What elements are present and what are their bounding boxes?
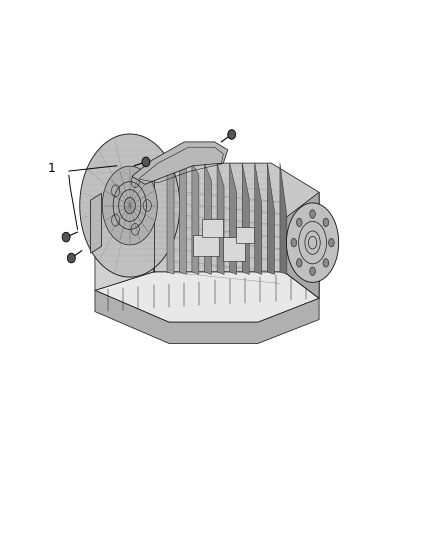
Polygon shape (132, 142, 228, 184)
FancyBboxPatch shape (223, 237, 245, 261)
Polygon shape (286, 203, 339, 282)
Polygon shape (217, 163, 224, 274)
Circle shape (228, 130, 236, 139)
Polygon shape (284, 192, 319, 298)
FancyBboxPatch shape (193, 235, 219, 256)
Polygon shape (91, 193, 102, 253)
Ellipse shape (310, 267, 315, 276)
Ellipse shape (297, 259, 302, 267)
Polygon shape (179, 163, 186, 274)
Polygon shape (280, 163, 287, 274)
Text: 1: 1 (47, 162, 55, 175)
FancyBboxPatch shape (201, 219, 223, 237)
Polygon shape (95, 176, 154, 290)
Polygon shape (95, 163, 319, 298)
Polygon shape (192, 163, 199, 274)
Circle shape (142, 157, 150, 167)
Polygon shape (230, 163, 237, 274)
Circle shape (67, 253, 75, 263)
Polygon shape (242, 163, 249, 274)
Polygon shape (95, 290, 319, 343)
Ellipse shape (291, 238, 297, 247)
Polygon shape (95, 272, 319, 322)
Ellipse shape (323, 259, 328, 267)
Circle shape (62, 232, 70, 242)
Polygon shape (102, 166, 157, 245)
Polygon shape (267, 163, 274, 274)
Ellipse shape (310, 210, 315, 218)
Polygon shape (255, 163, 262, 274)
Polygon shape (205, 163, 212, 274)
Ellipse shape (297, 218, 302, 227)
Polygon shape (80, 134, 180, 277)
FancyBboxPatch shape (237, 227, 254, 243)
Polygon shape (167, 163, 174, 274)
Ellipse shape (323, 218, 328, 227)
Ellipse shape (328, 238, 334, 247)
